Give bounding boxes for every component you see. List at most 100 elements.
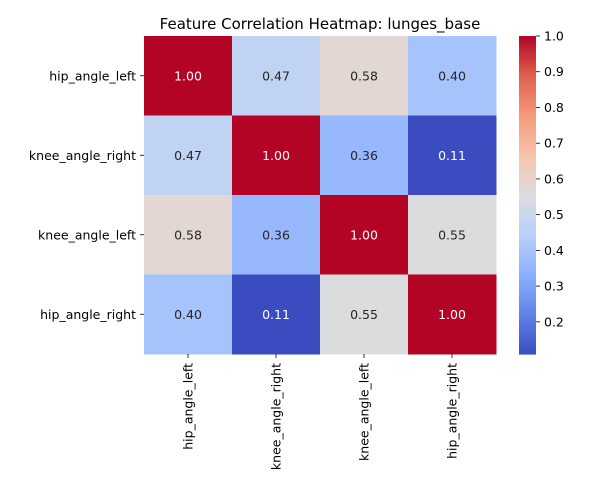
colorbar-gradient-slice bbox=[519, 271, 536, 276]
colorbar-gradient-slice bbox=[519, 279, 536, 284]
colorbar-tick-label: 0.2 bbox=[544, 314, 564, 329]
colorbar-gradient-slice bbox=[519, 298, 536, 302]
colorbar-tick-label: 0.3 bbox=[544, 279, 564, 294]
y-tick-label: hip_angle_left bbox=[49, 68, 136, 83]
colorbar-gradient-slice bbox=[519, 343, 536, 347]
colorbar-gradient-slice bbox=[519, 311, 536, 315]
colorbar-gradient-slice bbox=[519, 287, 536, 291]
cell-value-label: 0.47 bbox=[262, 68, 290, 83]
colorbar-gradient-slice bbox=[519, 46, 536, 50]
colorbar-gradient-slice bbox=[519, 285, 536, 289]
colorbar-gradient-slice bbox=[519, 86, 536, 90]
colorbar-gradient-slice bbox=[519, 245, 536, 249]
colorbar-gradient-slice bbox=[519, 83, 536, 87]
heatmap-cell-3-2 bbox=[320, 274, 409, 355]
colorbar-gradient-slice bbox=[519, 94, 536, 98]
colorbar-gradient-slice bbox=[519, 75, 536, 79]
y-tick-label: knee_angle_left bbox=[38, 227, 136, 242]
colorbar-gradient-slice bbox=[519, 303, 536, 307]
colorbar-gradient-slice bbox=[519, 351, 536, 355]
colorbar-gradient-slice bbox=[519, 157, 536, 162]
heatmap-cell-0-3 bbox=[408, 36, 497, 116]
colorbar-gradient-slice bbox=[519, 322, 536, 326]
colorbar-tick-label: 0.8 bbox=[544, 100, 564, 115]
colorbar-gradient-slice bbox=[519, 91, 536, 95]
colorbar-gradient-slice bbox=[519, 51, 536, 56]
colorbar-gradient-slice bbox=[519, 221, 536, 225]
colorbar-gradient-slice bbox=[519, 123, 536, 127]
colorbar-gradient-slice bbox=[519, 195, 536, 199]
colorbar-gradient-slice bbox=[519, 110, 536, 114]
colorbar-tick-label: 0.5 bbox=[544, 207, 564, 222]
colorbar-gradient-slice bbox=[519, 261, 536, 265]
colorbar-gradient-slice bbox=[519, 213, 536, 217]
colorbar-tick-label: 0.4 bbox=[544, 243, 564, 258]
colorbar-gradient-slice bbox=[519, 36, 536, 40]
colorbar-gradient-slice bbox=[519, 70, 536, 74]
colorbar-gradient-slice bbox=[519, 293, 536, 297]
heatmap-cell-1-0 bbox=[144, 115, 233, 196]
colorbar-gradient-slice bbox=[519, 144, 536, 148]
colorbar-gradient-slice bbox=[519, 348, 536, 352]
colorbar-gradient-slice bbox=[519, 163, 536, 167]
heatmap-cell-0-1 bbox=[232, 36, 321, 116]
heatmap-cell-0-0 bbox=[144, 36, 233, 116]
colorbar-gradient-slice bbox=[519, 107, 536, 111]
x-tick-label: knee_angle_left bbox=[357, 363, 372, 461]
colorbar-gradient-slice bbox=[519, 38, 536, 42]
colorbar-gradient-slice bbox=[519, 242, 536, 246]
colorbar-tick-label: 1.0 bbox=[544, 29, 564, 44]
heatmap-cell-2-2 bbox=[320, 195, 409, 275]
colorbar-gradient-slice bbox=[519, 192, 536, 196]
colorbar-gradient-slice bbox=[519, 295, 536, 299]
colorbar-gradient-slice bbox=[519, 99, 536, 103]
colorbar-gradient-slice bbox=[519, 224, 536, 228]
colorbar-gradient-slice bbox=[519, 340, 536, 344]
cell-value-label: 0.40 bbox=[174, 307, 202, 322]
colorbar-gradient-slice bbox=[519, 290, 536, 294]
colorbar-gradient-slice bbox=[519, 57, 536, 61]
colorbar-gradient-slice bbox=[519, 263, 536, 268]
colorbar-gradient-slice bbox=[519, 200, 536, 204]
cell-value-label: 0.58 bbox=[350, 68, 378, 83]
cell-value-label: 0.11 bbox=[438, 148, 466, 163]
colorbar-gradient-slice bbox=[519, 65, 536, 69]
cell-value-label: 0.47 bbox=[174, 148, 202, 163]
row-labels: hip_angle_left knee_angle_right knee_angle… bbox=[29, 68, 144, 322]
cell-value-label: 1.00 bbox=[174, 68, 202, 83]
colorbar-gradient-slice bbox=[519, 43, 536, 48]
colorbar-gradient-slice bbox=[519, 316, 536, 321]
colorbar-gradient-slice bbox=[519, 139, 536, 143]
colorbar-gradient-slice bbox=[519, 269, 536, 273]
colorbar-gradient-slice bbox=[519, 149, 536, 154]
cell-value-label: 0.55 bbox=[350, 307, 378, 322]
cell-value-label: 0.36 bbox=[350, 148, 378, 163]
colorbar-gradient-slice bbox=[519, 346, 536, 350]
colorbar: 0.2 0.3 0.4 0.5 0.6 0.7 0.8 0.9 1.0 bbox=[519, 29, 564, 355]
colorbar-gradient-slice bbox=[519, 165, 536, 170]
colorbar-gradient-slice bbox=[519, 89, 536, 93]
colorbar-gradient-slice bbox=[519, 258, 536, 262]
heatmap-cell-1-1 bbox=[232, 115, 321, 196]
colorbar-gradient-slice bbox=[519, 160, 536, 164]
colorbar-gradient-slice bbox=[519, 142, 536, 146]
colorbar-gradient-slice bbox=[519, 81, 536, 85]
colorbar-gradient-slice bbox=[519, 332, 536, 337]
colorbar-gradient-slice bbox=[519, 208, 536, 212]
heatmap-cell-2-3 bbox=[408, 195, 497, 275]
heatmap-cell-1-3 bbox=[408, 115, 497, 196]
colorbar-gradient-slice bbox=[519, 210, 536, 215]
colorbar-gradient-slice bbox=[519, 205, 536, 209]
cell-value-label: 0.55 bbox=[438, 227, 466, 242]
colorbar-gradient-slice bbox=[519, 232, 536, 236]
colorbar-gradient-slice bbox=[519, 134, 536, 138]
x-tick-label: hip_angle_right bbox=[445, 363, 460, 459]
colorbar-gradient-slice bbox=[519, 324, 536, 329]
colorbar-gradient-slice bbox=[519, 112, 536, 117]
colorbar-gradient-slice bbox=[519, 126, 536, 130]
colorbar-gradient-slice bbox=[519, 136, 536, 140]
colorbar-gradient-slice bbox=[519, 234, 536, 238]
colorbar-gradient-slice bbox=[519, 314, 536, 318]
colorbar-gradient-slice bbox=[519, 248, 536, 252]
cell-value-label: 0.40 bbox=[438, 68, 466, 83]
